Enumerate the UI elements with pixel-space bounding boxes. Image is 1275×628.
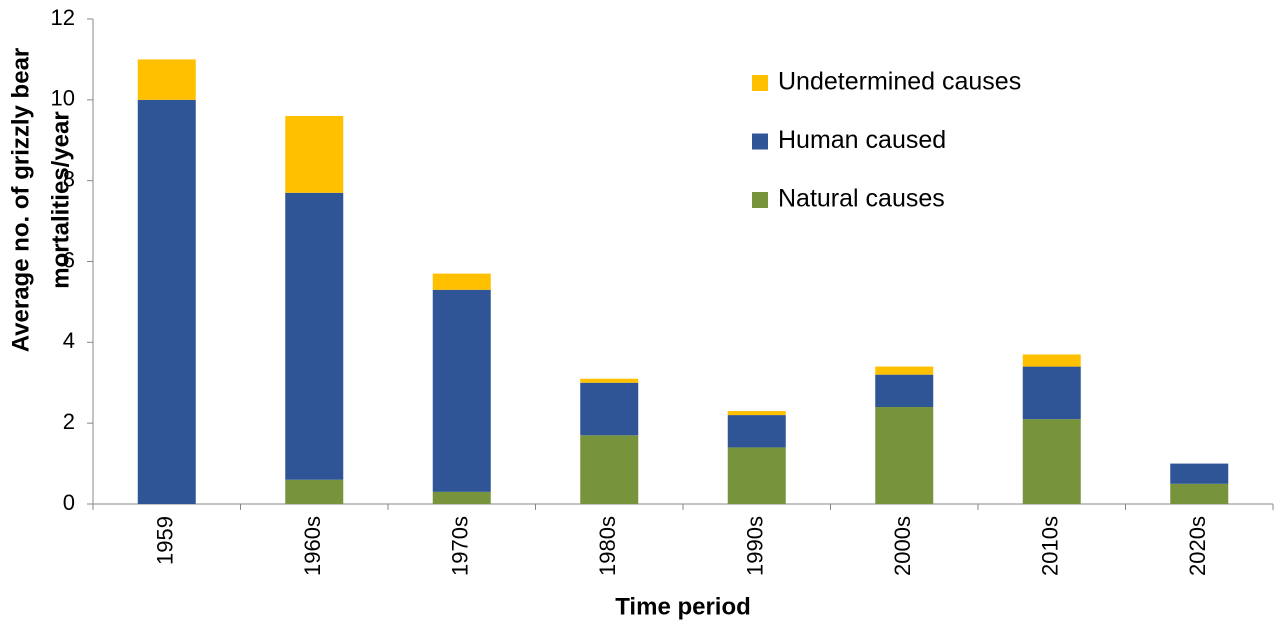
x-tick-label: 1970s — [448, 516, 473, 576]
y-tick-label: 10 — [51, 86, 75, 111]
y-tick-label: 0 — [63, 490, 75, 515]
y-tick-label: 8 — [63, 166, 75, 191]
x-tick-label: 1990s — [743, 516, 768, 576]
bar-segment — [580, 435, 639, 504]
bar-segment — [285, 479, 344, 504]
y-axis-title: Average no. of grizzly bear — [7, 48, 34, 353]
bar-segment — [432, 273, 491, 290]
bar-segment — [432, 289, 491, 492]
x-tick-label: 2010s — [1038, 516, 1063, 576]
x-tick-label: 1960s — [300, 516, 325, 576]
bar-segment — [580, 382, 639, 436]
bar-segment — [285, 116, 344, 193]
y-tick-label: 12 — [51, 5, 75, 30]
bar-segment — [580, 378, 639, 383]
x-tick-label: 2020s — [1185, 516, 1210, 576]
bar-segment — [875, 366, 934, 375]
legend-label: Natural causes — [778, 185, 945, 213]
bar-segment — [1022, 366, 1081, 420]
y-axis-title: mortalities/year — [47, 111, 74, 288]
bar-segment — [727, 415, 786, 448]
bar-segment — [137, 59, 196, 100]
x-axis-title: Time period — [615, 593, 751, 620]
bar-segment — [1170, 463, 1229, 484]
y-tick-label: 2 — [63, 409, 75, 434]
legend-label: Human caused — [778, 126, 946, 154]
legend-swatch — [752, 192, 768, 208]
legend-swatch — [752, 75, 768, 91]
bar-segment — [1022, 354, 1081, 367]
bar-segment — [432, 491, 491, 504]
legend-swatch — [752, 133, 768, 150]
y-tick-label: 4 — [63, 328, 75, 353]
bar-segment — [1022, 419, 1081, 504]
x-tick-label: 2000s — [890, 516, 915, 576]
bar-segment — [1170, 483, 1229, 504]
bar-segment — [137, 99, 196, 504]
bar-segment — [875, 407, 934, 504]
bar-segment — [727, 447, 786, 504]
bar-segment — [727, 411, 786, 416]
bar-segment — [285, 192, 344, 480]
legend-label: Undetermined causes — [778, 68, 1021, 96]
y-tick-label: 6 — [63, 247, 75, 272]
x-tick-label: 1980s — [595, 516, 620, 576]
x-tick-label: 1959 — [153, 516, 178, 565]
bar-segment — [875, 374, 934, 407]
